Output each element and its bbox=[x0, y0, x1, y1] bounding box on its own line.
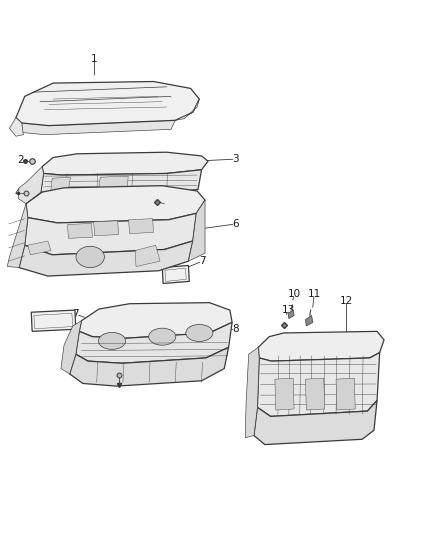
Polygon shape bbox=[16, 82, 199, 126]
Polygon shape bbox=[18, 166, 43, 204]
Polygon shape bbox=[21, 120, 175, 135]
Ellipse shape bbox=[76, 246, 104, 268]
Text: 12: 12 bbox=[340, 296, 353, 306]
Text: 8: 8 bbox=[232, 324, 239, 334]
Polygon shape bbox=[188, 200, 205, 261]
Text: 10: 10 bbox=[287, 289, 300, 299]
Polygon shape bbox=[336, 378, 355, 410]
Text: 13: 13 bbox=[281, 305, 295, 315]
Polygon shape bbox=[76, 322, 232, 364]
Polygon shape bbox=[19, 241, 193, 276]
Polygon shape bbox=[10, 118, 23, 136]
Ellipse shape bbox=[186, 325, 213, 342]
Text: 2: 2 bbox=[18, 155, 24, 165]
Polygon shape bbox=[31, 310, 76, 332]
Polygon shape bbox=[41, 169, 201, 195]
Polygon shape bbox=[129, 219, 153, 233]
Polygon shape bbox=[258, 332, 384, 361]
Polygon shape bbox=[79, 303, 232, 338]
Polygon shape bbox=[7, 204, 28, 268]
Text: 1: 1 bbox=[91, 54, 98, 64]
Text: 6: 6 bbox=[232, 219, 239, 229]
Polygon shape bbox=[245, 348, 259, 438]
Text: 11: 11 bbox=[307, 289, 321, 299]
Text: 7: 7 bbox=[199, 256, 206, 266]
Text: 7: 7 bbox=[72, 309, 79, 319]
Polygon shape bbox=[275, 378, 294, 410]
Polygon shape bbox=[305, 316, 313, 326]
Ellipse shape bbox=[149, 328, 176, 345]
Polygon shape bbox=[34, 313, 73, 329]
Polygon shape bbox=[288, 310, 294, 319]
Polygon shape bbox=[26, 185, 205, 223]
Text: 9: 9 bbox=[119, 370, 125, 381]
Text: 4: 4 bbox=[15, 188, 21, 198]
Polygon shape bbox=[42, 152, 208, 175]
Polygon shape bbox=[94, 221, 119, 236]
Polygon shape bbox=[67, 223, 92, 238]
Polygon shape bbox=[258, 353, 380, 416]
Text: 5: 5 bbox=[193, 193, 200, 204]
Ellipse shape bbox=[99, 333, 126, 350]
Polygon shape bbox=[51, 177, 71, 190]
Polygon shape bbox=[61, 321, 81, 374]
Polygon shape bbox=[70, 348, 229, 386]
Polygon shape bbox=[99, 176, 128, 189]
Polygon shape bbox=[175, 99, 199, 120]
Text: 3: 3 bbox=[232, 154, 239, 164]
Polygon shape bbox=[25, 213, 196, 255]
Polygon shape bbox=[165, 268, 186, 281]
Polygon shape bbox=[135, 245, 160, 266]
Polygon shape bbox=[305, 378, 325, 410]
Polygon shape bbox=[254, 400, 377, 445]
Polygon shape bbox=[28, 241, 51, 255]
Polygon shape bbox=[162, 265, 189, 284]
